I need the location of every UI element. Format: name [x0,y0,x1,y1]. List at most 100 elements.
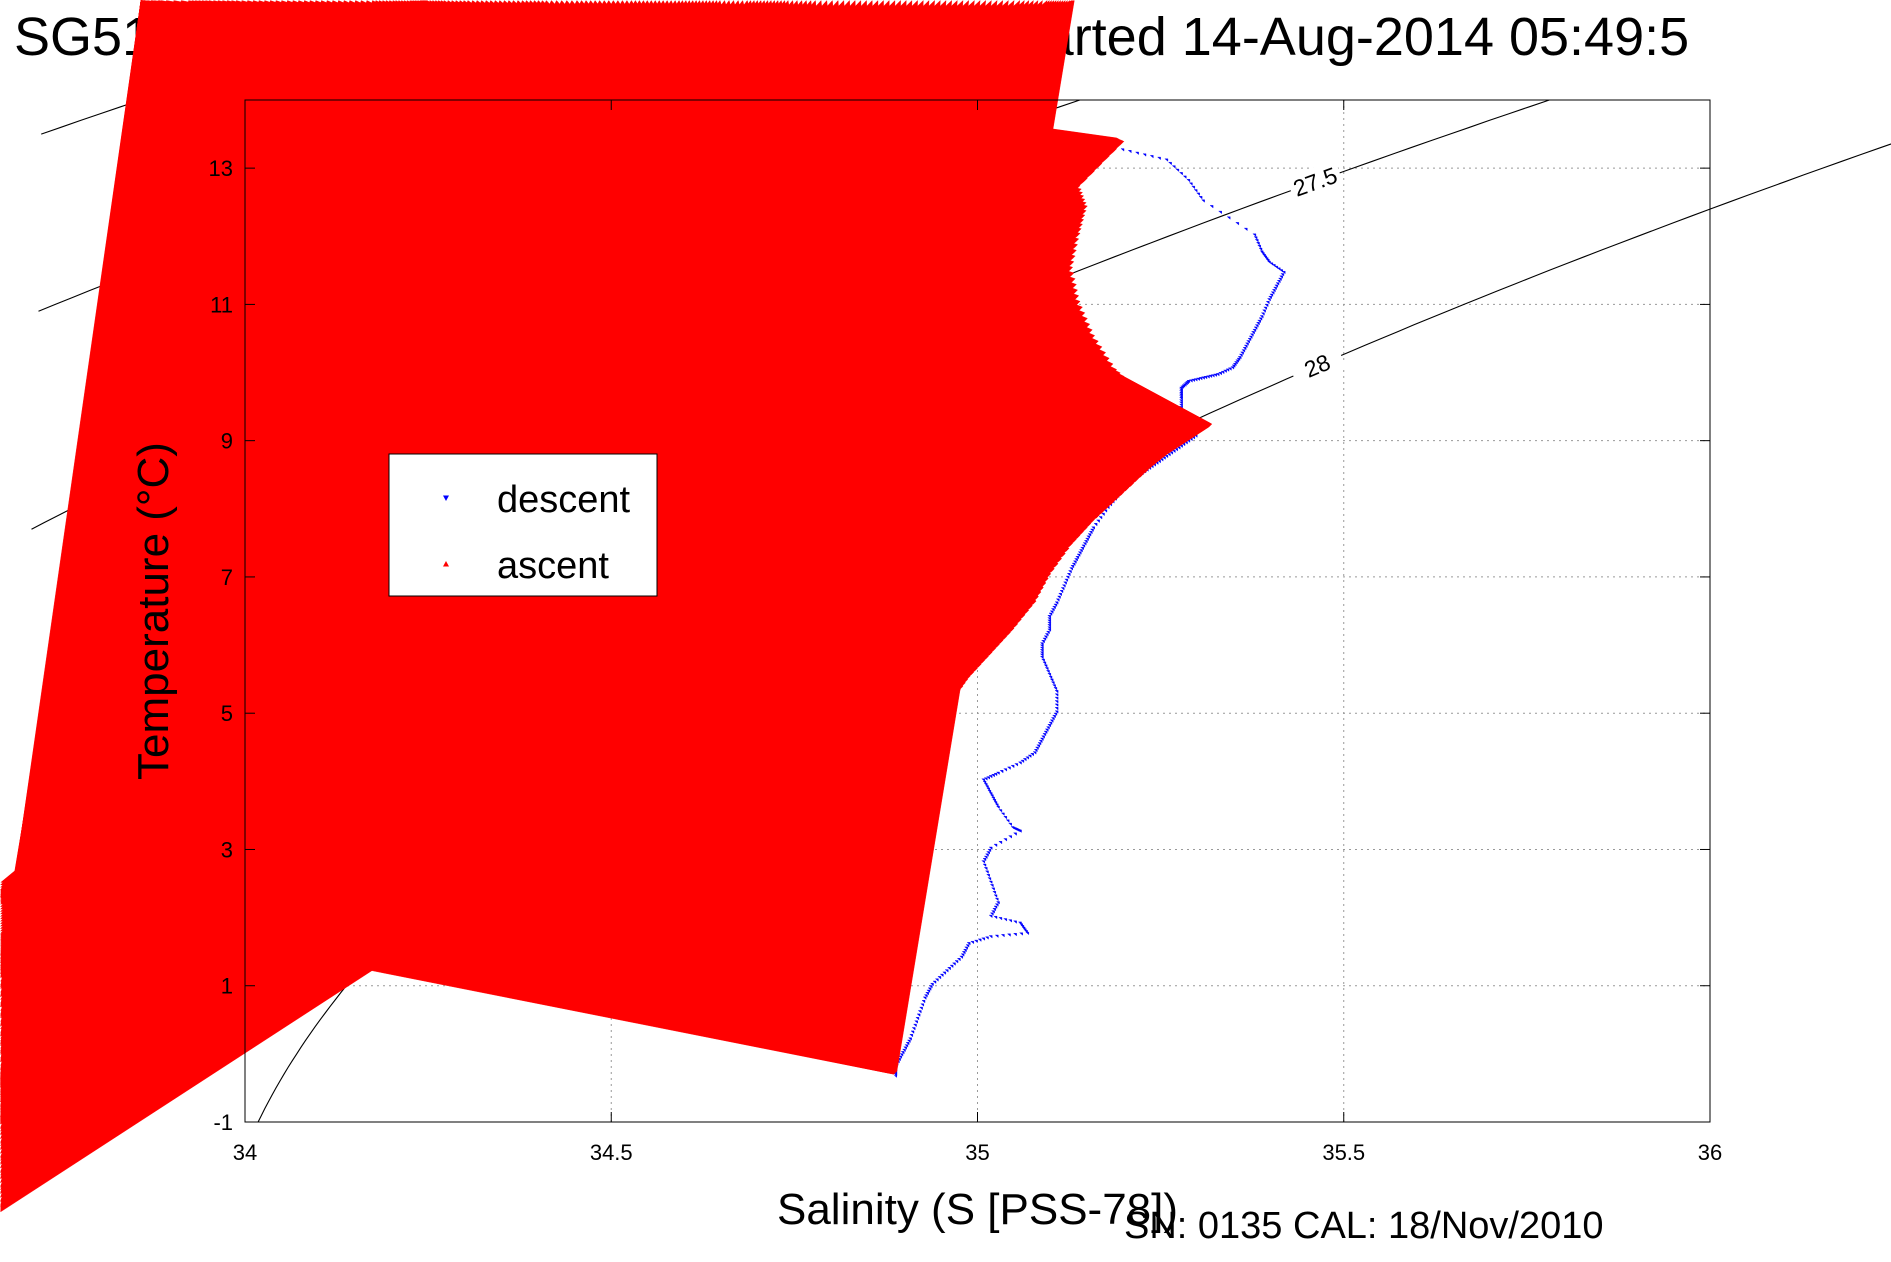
descent-point [987,849,992,853]
descent-point [984,785,989,789]
descent-point [1041,735,1045,739]
descent-point [1280,273,1285,277]
descent-point [994,934,999,938]
descent-point [1157,156,1161,161]
descent-point [1054,601,1059,605]
descent-point [1182,175,1187,179]
descent-point [1205,375,1210,379]
descent-point [1171,449,1176,454]
descent-point [912,1023,917,1028]
descent-point [1254,324,1259,328]
legend-box [388,453,658,597]
data-points [0,0,1286,1213]
descent-point [1052,684,1056,688]
descent-point [992,799,997,803]
y-tick-label: 13 [209,156,233,181]
descent-point [932,980,937,984]
descent-point [1249,333,1254,337]
descent-point [1050,717,1055,721]
descent-point [1201,199,1205,203]
descent-point [1188,379,1193,383]
descent-point [1241,349,1246,353]
descent-point [916,1013,921,1017]
descent-point [1067,570,1072,574]
descent-point [1169,451,1174,455]
descent-point [1235,222,1240,226]
descent-point [1056,595,1061,599]
descent-point [1072,560,1077,564]
descent-point [1006,766,1011,770]
descent-point [1223,369,1227,373]
descent-point [988,914,993,919]
descent-point [1179,397,1183,401]
descent-point [1263,306,1268,310]
descent-point [992,908,997,912]
legend-label-ascent: ascent [497,545,609,587]
descent-point [926,989,931,993]
x-tick-label: 34 [233,1140,257,1165]
descent-point [1027,754,1032,758]
descent-point [962,949,967,953]
descent-point [1166,453,1171,457]
descent-point [1231,364,1236,368]
descent-point [893,1075,897,1078]
descent-point [1179,403,1183,408]
descent-point [1274,265,1279,270]
descent-point [1274,284,1279,288]
descent-point [994,897,999,902]
descent-point [1048,675,1053,680]
descent-point [1091,526,1095,530]
descent-point [1259,315,1264,319]
descent-point [1019,932,1023,936]
descent-point [1054,700,1059,704]
descent-point [1252,233,1257,237]
descent-point [987,877,992,881]
descent-point [1044,667,1049,671]
descent-point [1039,653,1044,657]
descent-point [964,946,968,950]
descent-point [1253,326,1258,330]
descent-point [1055,598,1060,602]
descent-point [982,863,987,867]
y-tick-label: 11 [210,292,233,317]
descent-point [1240,351,1244,355]
descent-point [1000,934,1005,938]
descent-point [982,858,987,862]
descent-point [1086,535,1091,539]
descent-point [1047,621,1052,626]
descent-point [1017,761,1022,765]
descent-point [1039,642,1044,646]
descent-point [1047,617,1052,621]
descent-point [1100,512,1105,517]
descent-point [1039,644,1044,648]
descent-point [1064,578,1069,582]
descent-point [1233,361,1238,365]
descent-point [1041,640,1045,644]
descent-point [991,887,995,891]
descent-point [1013,920,1017,924]
legend: descent ascent [388,453,658,597]
descent-point [1135,151,1139,155]
descent-point [989,912,994,916]
descent-point [988,792,993,796]
descent-point [1175,168,1180,172]
descent-point [901,1048,906,1053]
descent-point [1047,624,1052,628]
descent-point [1047,628,1052,632]
descent-point [1161,456,1166,460]
descent-point [910,1030,915,1034]
descent-point [1030,753,1034,757]
descent-point [1275,282,1280,286]
descent-point [911,1027,916,1031]
descent-point [1279,275,1283,279]
descent-point [995,771,1000,775]
descent-point [993,843,998,848]
descent-point [1098,516,1103,520]
descent-point [1164,455,1169,459]
legend-marker-ascent [443,561,449,567]
descent-point [917,1010,922,1014]
descent-point [1085,537,1089,542]
descent-point [1036,744,1041,748]
descent-point [1000,812,1005,816]
descent-point [1188,182,1193,186]
